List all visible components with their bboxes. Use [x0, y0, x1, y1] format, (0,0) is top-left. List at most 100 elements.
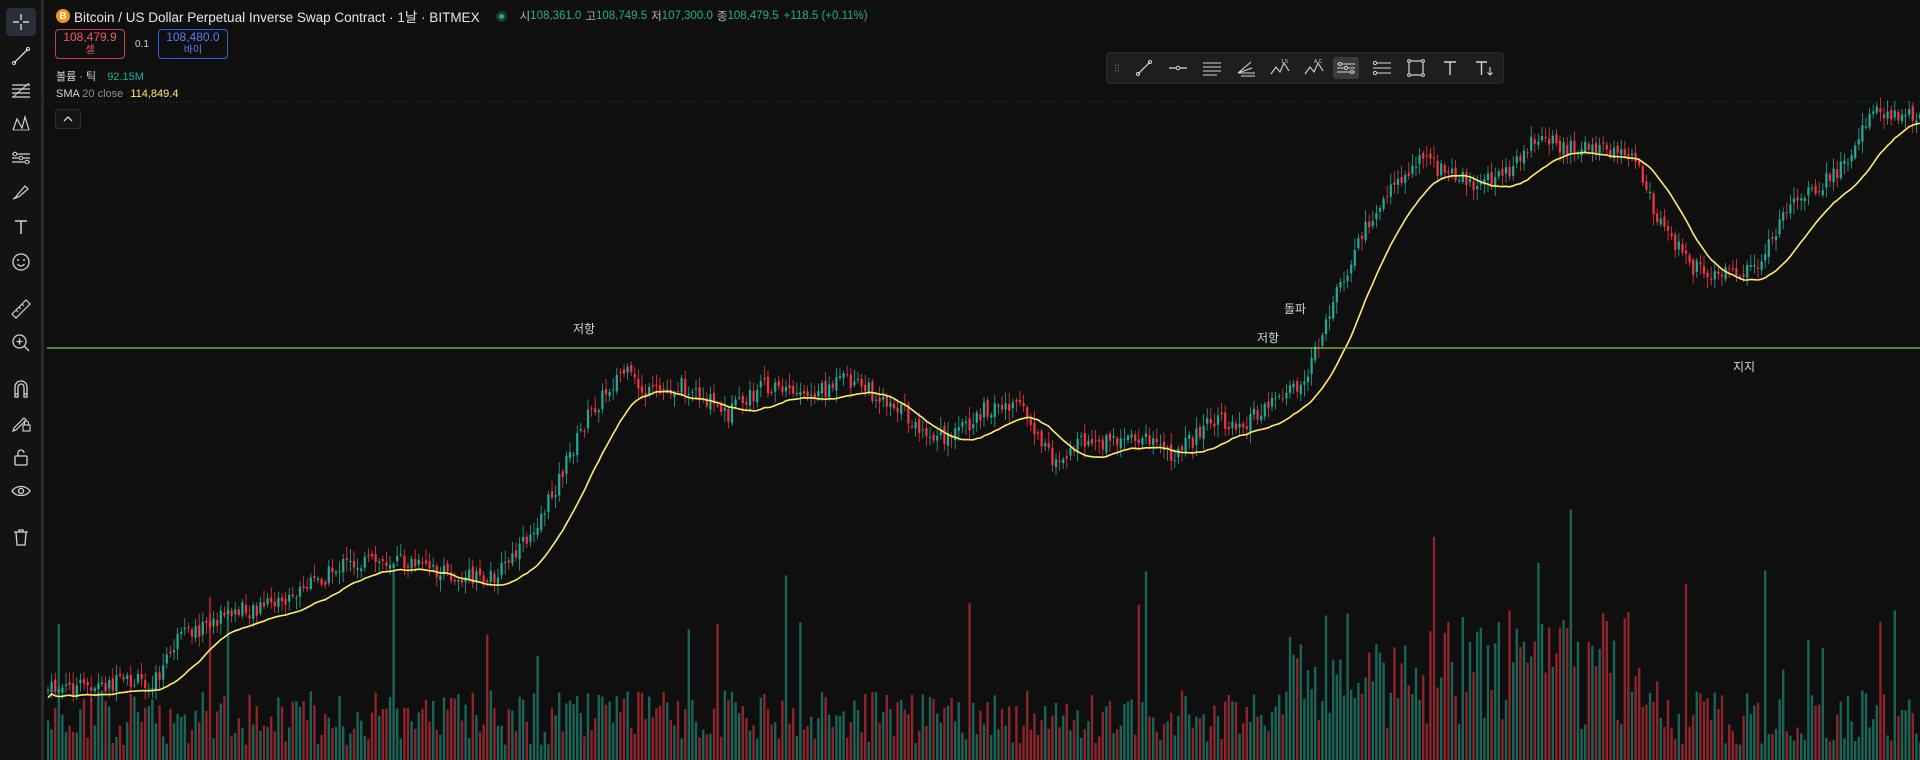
sma-legend[interactable]: SMA 20 close 114,849.4: [56, 88, 178, 100]
candle-body: [1612, 147, 1616, 158]
volume-bar: [219, 703, 222, 760]
lock-icon[interactable]: [6, 443, 36, 471]
volume-bar: [1008, 706, 1011, 760]
candle-body: [1605, 144, 1608, 150]
volume-bar: [378, 715, 381, 760]
volume-bar: [756, 738, 759, 760]
annotation-resistance-2[interactable]: 저항: [1257, 331, 1280, 345]
candle-body: [817, 391, 820, 397]
trend-line-icon[interactable]: [6, 42, 36, 70]
volume-bar: [1454, 695, 1457, 760]
rectangle-icon[interactable]: [1403, 57, 1429, 79]
volume-bar: [457, 694, 460, 760]
candle-body: [298, 586, 302, 597]
candle-body: [1278, 395, 1281, 397]
candle-body: [871, 381, 874, 402]
symbol-title[interactable]: Bitcoin / US Dollar Perpetual Inverse Sw…: [74, 10, 480, 25]
parallel-channel-icon[interactable]: [1199, 57, 1225, 79]
candle-body: [1288, 385, 1292, 393]
candle-body: [1206, 418, 1209, 424]
volume-bar: [1882, 694, 1886, 760]
candle-body: [518, 543, 521, 560]
sell-button[interactable]: 108,479.9 셀: [55, 29, 125, 59]
candle-body: [1378, 208, 1382, 212]
volume-bar: [1018, 743, 1022, 760]
trend-line-icon[interactable]: [1131, 57, 1157, 79]
volume-bar: [1476, 631, 1479, 760]
candle-body: [468, 569, 471, 580]
volume-bar: [1879, 621, 1882, 760]
trash-icon[interactable]: [6, 523, 36, 551]
magnet-icon[interactable]: [6, 375, 36, 403]
volume-bar: [1234, 701, 1238, 760]
candle-body: [1882, 114, 1886, 119]
volume-bar: [284, 741, 287, 760]
candle-body: [154, 672, 158, 691]
elliott-wave-icon[interactable]: 1 5: [1267, 57, 1293, 79]
volume-bar: [1432, 536, 1436, 760]
candle-body: [1173, 460, 1176, 462]
volume-bar: [68, 725, 71, 760]
volume-bar: [1699, 693, 1702, 760]
volume-bar: [518, 696, 521, 760]
volume-bar: [1702, 701, 1706, 760]
volume-bar: [216, 711, 219, 760]
lock-drawing-icon[interactable]: [6, 409, 36, 437]
market-status-icon[interactable]: [495, 10, 507, 22]
annotation-breakout[interactable]: 돌파: [1284, 302, 1307, 316]
price-chart[interactable]: [47, 0, 1920, 760]
volume-bar: [1288, 636, 1292, 760]
candle-body: [1022, 403, 1025, 407]
candle-body: [820, 383, 824, 394]
collapse-legend-button[interactable]: [55, 109, 81, 129]
volume-bar: [504, 744, 507, 760]
open-label: 시: [519, 11, 531, 23]
ruler-icon[interactable]: [6, 295, 36, 323]
text-tool-icon[interactable]: [1437, 57, 1463, 79]
drag-handle-icon[interactable]: [1109, 57, 1125, 79]
candle-body: [1875, 106, 1878, 113]
volume-bar: [1782, 669, 1785, 760]
candle-body: [237, 609, 240, 615]
candle-body: [1782, 212, 1785, 221]
fib-retracement-icon[interactable]: [6, 76, 36, 104]
buy-button[interactable]: 108,480.0 바이: [157, 29, 228, 59]
annotation-support[interactable]: 지지: [1733, 360, 1756, 374]
candle-body: [1116, 438, 1119, 446]
candle-body: [1461, 172, 1464, 182]
candle-body: [338, 571, 341, 573]
prediction-icon[interactable]: [6, 144, 36, 172]
eye-icon[interactable]: [6, 477, 36, 505]
volume-bar: [698, 737, 701, 760]
brush-icon[interactable]: [6, 178, 36, 206]
crosshair-icon[interactable]: [6, 8, 36, 36]
volume-bar: [1908, 699, 1911, 760]
candle-body: [1396, 178, 1400, 185]
text-icon[interactable]: [6, 213, 36, 241]
text-down-icon[interactable]: [1471, 57, 1497, 79]
zoom-in-icon[interactable]: [6, 329, 36, 357]
volume-bar: [1468, 642, 1472, 760]
volume-bar: [856, 710, 860, 760]
candle-body: [511, 553, 514, 564]
volume-bar: [601, 696, 604, 760]
volume-bar: [1360, 693, 1364, 760]
candle-body: [1080, 435, 1083, 437]
candle-body: [1357, 238, 1360, 249]
volume-legend[interactable]: 볼륨 · 틱 92.15M: [56, 68, 144, 84]
long-position-icon[interactable]: [1369, 57, 1395, 79]
chart-area[interactable]: B Bitcoin / US Dollar Perpetual Inverse …: [47, 0, 1920, 760]
emoji-icon[interactable]: [6, 248, 36, 276]
horizontal-ray-icon[interactable]: [1165, 57, 1191, 79]
candle-body: [1450, 168, 1454, 174]
candle-body: [1454, 167, 1457, 181]
abcd-pattern-icon[interactable]: A C: [1301, 57, 1327, 79]
annotation-resistance-1[interactable]: 저항: [573, 322, 596, 336]
volume-bar: [612, 722, 615, 760]
horizontal-line-tool-icon[interactable]: [1333, 57, 1359, 79]
candle-body: [313, 575, 316, 579]
volume-bar: [475, 715, 478, 760]
volume-bar: [1558, 627, 1562, 760]
pitchfork-icon[interactable]: [1233, 57, 1259, 79]
pattern-icon[interactable]: [6, 110, 36, 138]
